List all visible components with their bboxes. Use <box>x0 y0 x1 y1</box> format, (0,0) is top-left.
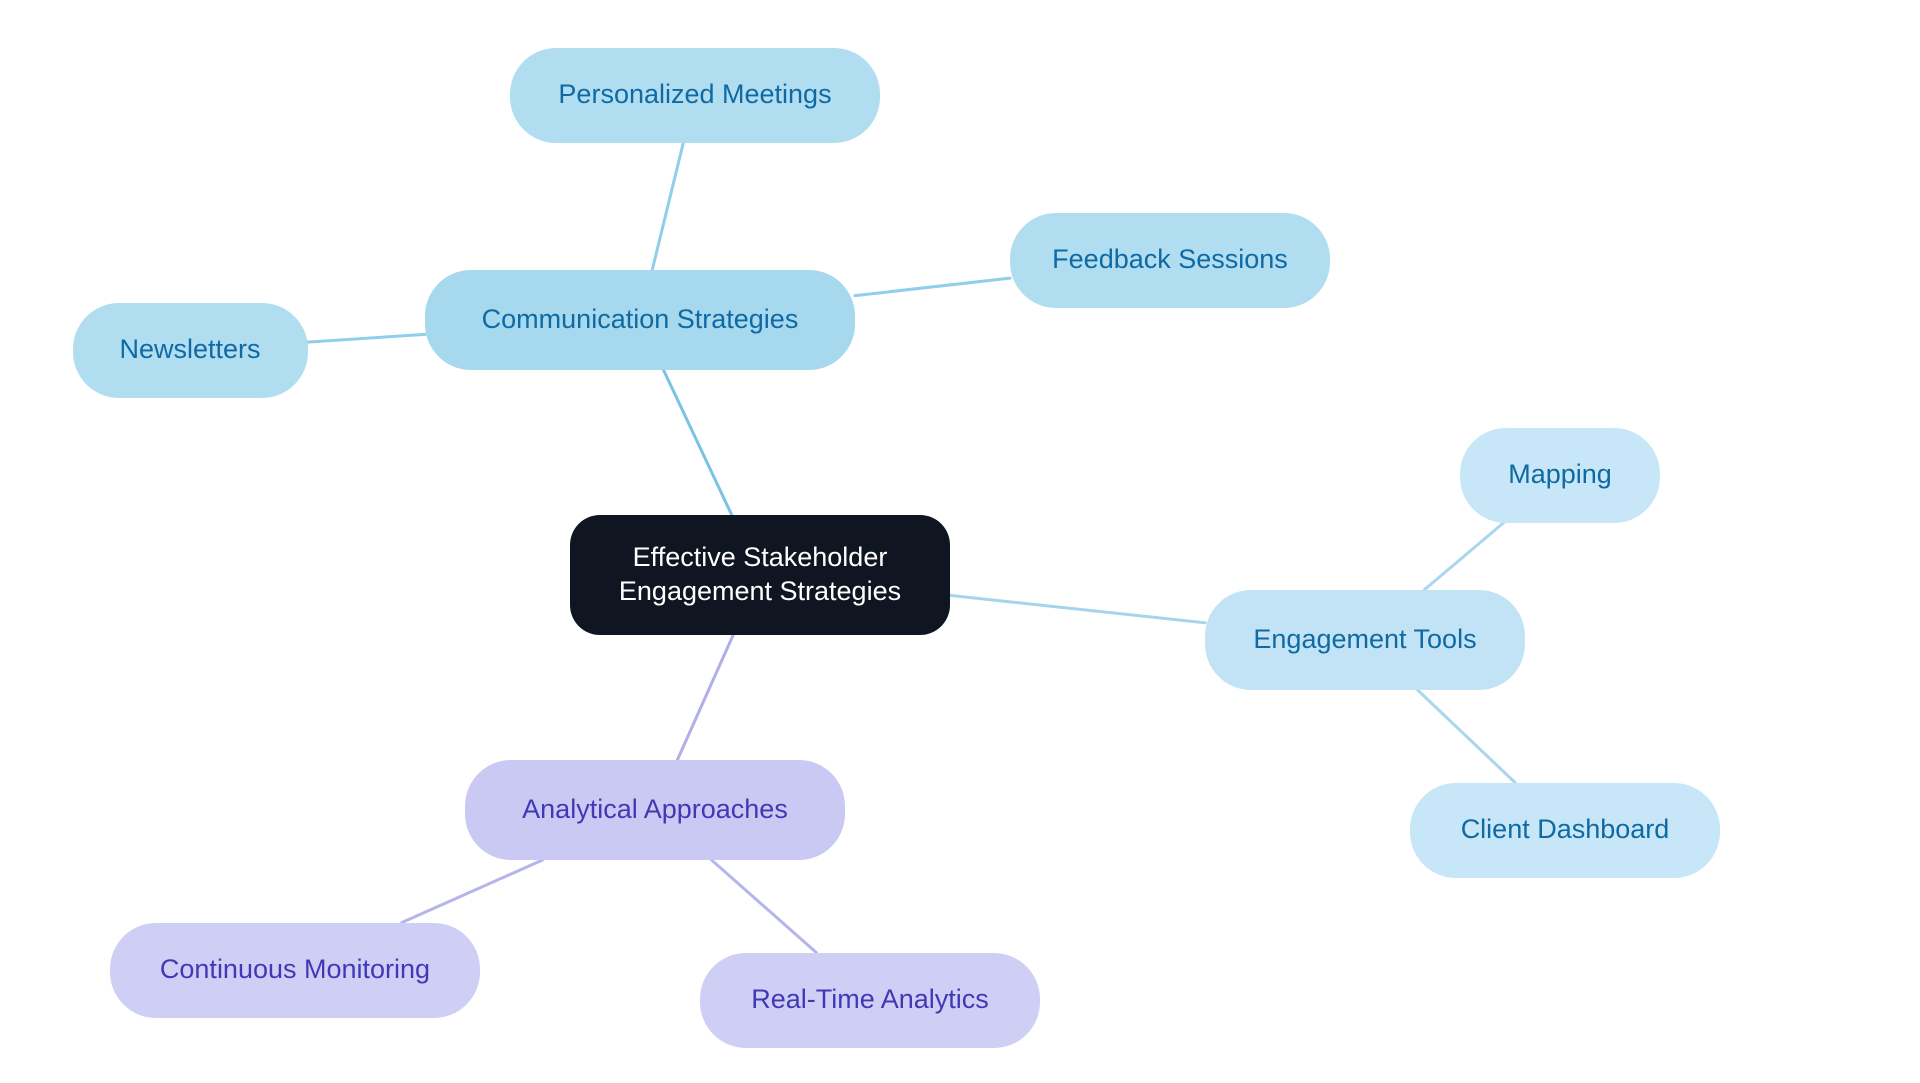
edge <box>950 595 1205 622</box>
node-label: Communication Strategies <box>482 303 799 337</box>
node-engagement: Engagement Tools <box>1205 590 1525 690</box>
mindmap-canvas: Effective Stakeholder Engagement Strateg… <box>0 0 1920 1083</box>
node-comm: Communication Strategies <box>425 270 855 370</box>
node-label: Mapping <box>1508 458 1612 492</box>
node-label: Continuous Monitoring <box>160 953 430 987</box>
edge <box>664 370 732 515</box>
node-label: Feedback Sessions <box>1052 243 1288 277</box>
node-realtime: Real-Time Analytics <box>700 953 1040 1048</box>
edge <box>652 143 683 271</box>
edge-layer <box>0 0 1920 1083</box>
node-monitoring: Continuous Monitoring <box>110 923 480 1018</box>
node-newsletters: Newsletters <box>73 303 308 398</box>
edge <box>308 334 426 342</box>
node-analytical: Analytical Approaches <box>465 760 845 860</box>
edge <box>1424 523 1504 591</box>
node-label: Effective Stakeholder Engagement Strateg… <box>619 541 901 609</box>
node-label: Engagement Tools <box>1253 623 1476 657</box>
node-label: Client Dashboard <box>1461 813 1670 847</box>
node-label: Analytical Approaches <box>522 793 788 827</box>
edge <box>402 860 543 923</box>
edge <box>855 278 1010 296</box>
node-label: Personalized Meetings <box>558 78 831 112</box>
node-root: Effective Stakeholder Engagement Strateg… <box>570 515 950 635</box>
node-label: Newsletters <box>119 333 260 367</box>
edge <box>1418 690 1515 783</box>
node-personalized: Personalized Meetings <box>510 48 880 143</box>
node-dashboard: Client Dashboard <box>1410 783 1720 878</box>
edge <box>677 635 733 760</box>
node-label: Real-Time Analytics <box>751 983 989 1017</box>
edge <box>712 860 817 953</box>
node-feedback: Feedback Sessions <box>1010 213 1330 308</box>
node-mapping: Mapping <box>1460 428 1660 523</box>
